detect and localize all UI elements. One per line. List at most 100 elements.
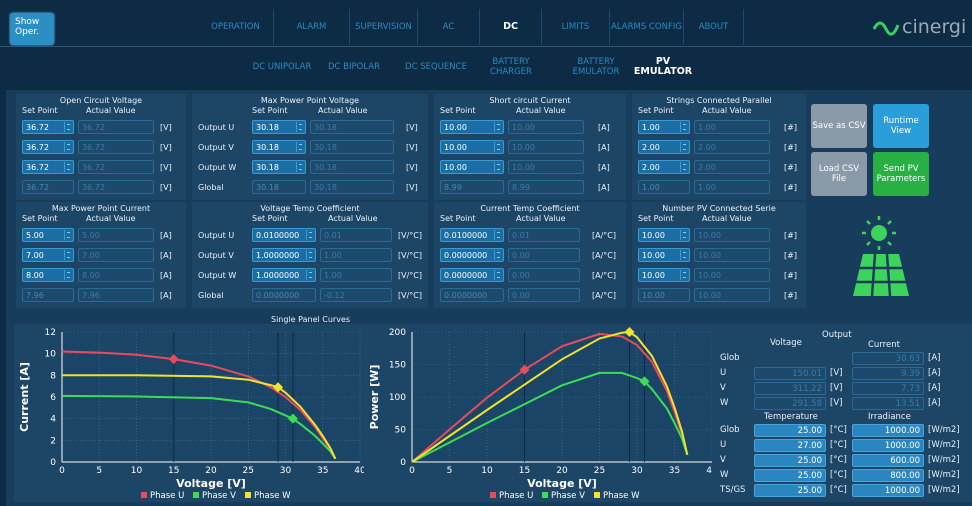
temperature-input[interactable]: 25.00 xyxy=(754,484,826,497)
scp-setpoint-header: Set Point xyxy=(638,106,674,115)
ocv-setpoint-input[interactable]: 36.72 xyxy=(22,140,74,154)
x-tick-label: 5 xyxy=(96,466,102,476)
scc-actual-header: Actual Value xyxy=(516,106,566,115)
nav-tab-dc[interactable]: DC xyxy=(480,9,542,45)
load-csv-button[interactable]: Load CSV File xyxy=(811,152,867,196)
npcs-setpoint-input[interactable]: 10.00 xyxy=(638,248,690,262)
y-tick-label: 150 xyxy=(389,361,406,371)
series-line-phase-u xyxy=(61,350,337,460)
ctc-unit: [A/°C] xyxy=(592,271,616,280)
mppv-actual-value: 30.18 xyxy=(310,160,394,174)
output-current-value: 30.63 xyxy=(852,352,924,365)
runtime-view-button[interactable]: Runtime View xyxy=(873,104,929,148)
mppc-setpoint-input[interactable]: 8.00 xyxy=(22,268,74,282)
nav-tab-alarms-config[interactable]: ALARMS CONFIG xyxy=(610,9,684,45)
ocv-title: Open Circuit Voltage xyxy=(59,96,143,105)
scp-setpoint-input[interactable]: 2.00 xyxy=(638,140,690,154)
subtab-pv-emulator[interactable]: PV EMULATOR xyxy=(633,56,693,77)
scc-setpoint-input[interactable]: 10.00 xyxy=(440,120,504,134)
ctc-setpoint-input[interactable]: 0.0000000 xyxy=(440,268,504,282)
env-row-label: V xyxy=(720,455,726,465)
temperature-input[interactable]: 25.00 xyxy=(754,454,826,467)
irradiance-input[interactable]: 1000.00 xyxy=(852,424,924,437)
irradiance-input[interactable]: 800.00 xyxy=(852,469,924,482)
ocv-setpoint-input[interactable]: 36.72 xyxy=(22,160,74,174)
irradiance-unit: [W/m2] xyxy=(928,425,960,435)
ctc-setpoint-input[interactable]: 0.0000000 xyxy=(440,248,504,262)
panel-scc: Short circuit Current Set Point Actual Val… xyxy=(434,94,626,200)
vtc-setpoint-input[interactable]: 0.0100000 xyxy=(252,228,316,242)
nav-tab-ac[interactable]: AC xyxy=(418,9,480,45)
legend-label: Phase U xyxy=(150,491,184,501)
nav-tab-about[interactable]: ABOUT xyxy=(684,9,744,45)
mppv-setpoint-input[interactable]: 30.18 xyxy=(252,120,306,134)
subtab-battery-emulator[interactable]: BATTERY EMULATOR xyxy=(572,57,620,77)
send-pv-parameters-button[interactable]: Send PV Parameters xyxy=(873,152,929,196)
ocv-unit: [V] xyxy=(160,163,172,172)
irradiance-input[interactable]: 1000.00 xyxy=(852,439,924,452)
ctc-actual-value: 0.00 xyxy=(508,248,580,262)
y-tick-label: 200 xyxy=(389,328,406,338)
y-tick-label: 50 xyxy=(395,426,407,436)
y-tick-label: 12 xyxy=(45,328,56,338)
mppv-setpoint-input[interactable]: 30.18 xyxy=(252,160,306,174)
mppc-actual-value: 7.00 xyxy=(78,248,154,262)
scc-setpoint-input[interactable]: 10.00 xyxy=(440,160,504,174)
mppc-setpoint-input[interactable]: 7.00 xyxy=(22,248,74,262)
mppv-actual-header: Actual Value xyxy=(318,106,368,115)
scc-actual-value: 10.00 xyxy=(508,140,584,154)
temperature-input[interactable]: 25.00 xyxy=(754,424,826,437)
ocv-setpoint-input[interactable]: 36.72 xyxy=(22,120,74,134)
scp-setpoint-input[interactable]: 2.00 xyxy=(638,160,690,174)
mppc-setpoint-input[interactable]: 5.00 xyxy=(22,228,74,242)
temperature-input[interactable]: 25.00 xyxy=(754,469,826,482)
mppc-title: Max Power Point Current xyxy=(51,204,151,213)
npcs-setpoint-input[interactable]: 10.00 xyxy=(638,268,690,282)
vtc-setpoint-input[interactable]: 1.0000000 xyxy=(252,268,316,282)
env-row-label: W xyxy=(720,470,729,480)
nav-tab-supervision[interactable]: SUPERVISION xyxy=(350,9,418,45)
irradiance-unit: [W/m2] xyxy=(928,470,960,480)
ctc-actual-header: Actual Value xyxy=(516,214,566,223)
npcs-setpoint-input[interactable]: 10.00 xyxy=(638,228,690,242)
subtab-dc-bipolar[interactable]: DC BIPOLAR xyxy=(328,62,380,72)
x-tick-label: 10 xyxy=(481,466,493,476)
y-tick-label: 0 xyxy=(50,458,56,468)
nav-tab-limits[interactable]: LIMITS xyxy=(542,9,610,45)
nav-tab-alarm[interactable]: ALARM xyxy=(274,9,350,45)
scc-setpoint-input[interactable]: 10.00 xyxy=(440,140,504,154)
npcs-actual-value: 10.00 xyxy=(694,248,770,262)
temperature-unit: [°C] xyxy=(830,425,847,435)
mppv-setpoint-input[interactable]: 30.18 xyxy=(252,140,306,154)
vtc-row-label: Output U xyxy=(198,231,235,240)
vtc-setpoint-input[interactable]: 1.0000000 xyxy=(252,248,316,262)
subtab-dc-sequence[interactable]: DC SEQUENCE xyxy=(405,62,467,72)
ctc-setpoint-input[interactable]: 0.0100000 xyxy=(440,228,504,242)
ctc-setpoint-header: Set Point xyxy=(440,214,476,223)
show-oper-button[interactable]: Show Oper. xyxy=(10,13,54,45)
panel-ctc: Current Temp Coefficient Set Point Actual … xyxy=(434,202,626,308)
mppv-actual-value: 30.18 xyxy=(310,140,394,154)
irradiance-input[interactable]: 600.00 xyxy=(852,454,924,467)
output-current-value: 7.73 xyxy=(852,382,924,395)
output-voltage-value: 150.01 xyxy=(754,367,826,380)
subtab-battery-charger[interactable]: BATTERY CHARGER xyxy=(490,57,532,77)
x-tick-label: 15 xyxy=(519,466,530,476)
vtc-setpoint-header: Set Point xyxy=(252,214,288,223)
voltage-header: Voltage xyxy=(770,338,802,348)
irradiance-input[interactable]: 1000.00 xyxy=(852,484,924,497)
mppv-row-label: Output W xyxy=(198,163,237,172)
panel-mppv: Max Power Point Voltage Set Point Actual V… xyxy=(192,94,428,200)
nav-tab-operation[interactable]: OPERATION xyxy=(198,9,274,45)
scp-setpoint-input[interactable]: 1.00 xyxy=(638,120,690,134)
save-csv-button[interactable]: Save as CSV xyxy=(811,104,867,148)
series-line-phase-w xyxy=(411,330,689,463)
npcs-setpoint-header: Set Point xyxy=(638,214,674,223)
output-row-label: Glob xyxy=(720,353,740,363)
logo-wave-icon xyxy=(872,21,900,36)
npcs-unit: [#] xyxy=(784,251,797,260)
temperature-input[interactable]: 27.00 xyxy=(754,439,826,452)
irradiance-unit: [W/m2] xyxy=(928,440,960,450)
subtab-dc-unipolar[interactable]: DC UNIPOLAR xyxy=(252,62,312,72)
series-line-phase-w xyxy=(62,374,337,460)
